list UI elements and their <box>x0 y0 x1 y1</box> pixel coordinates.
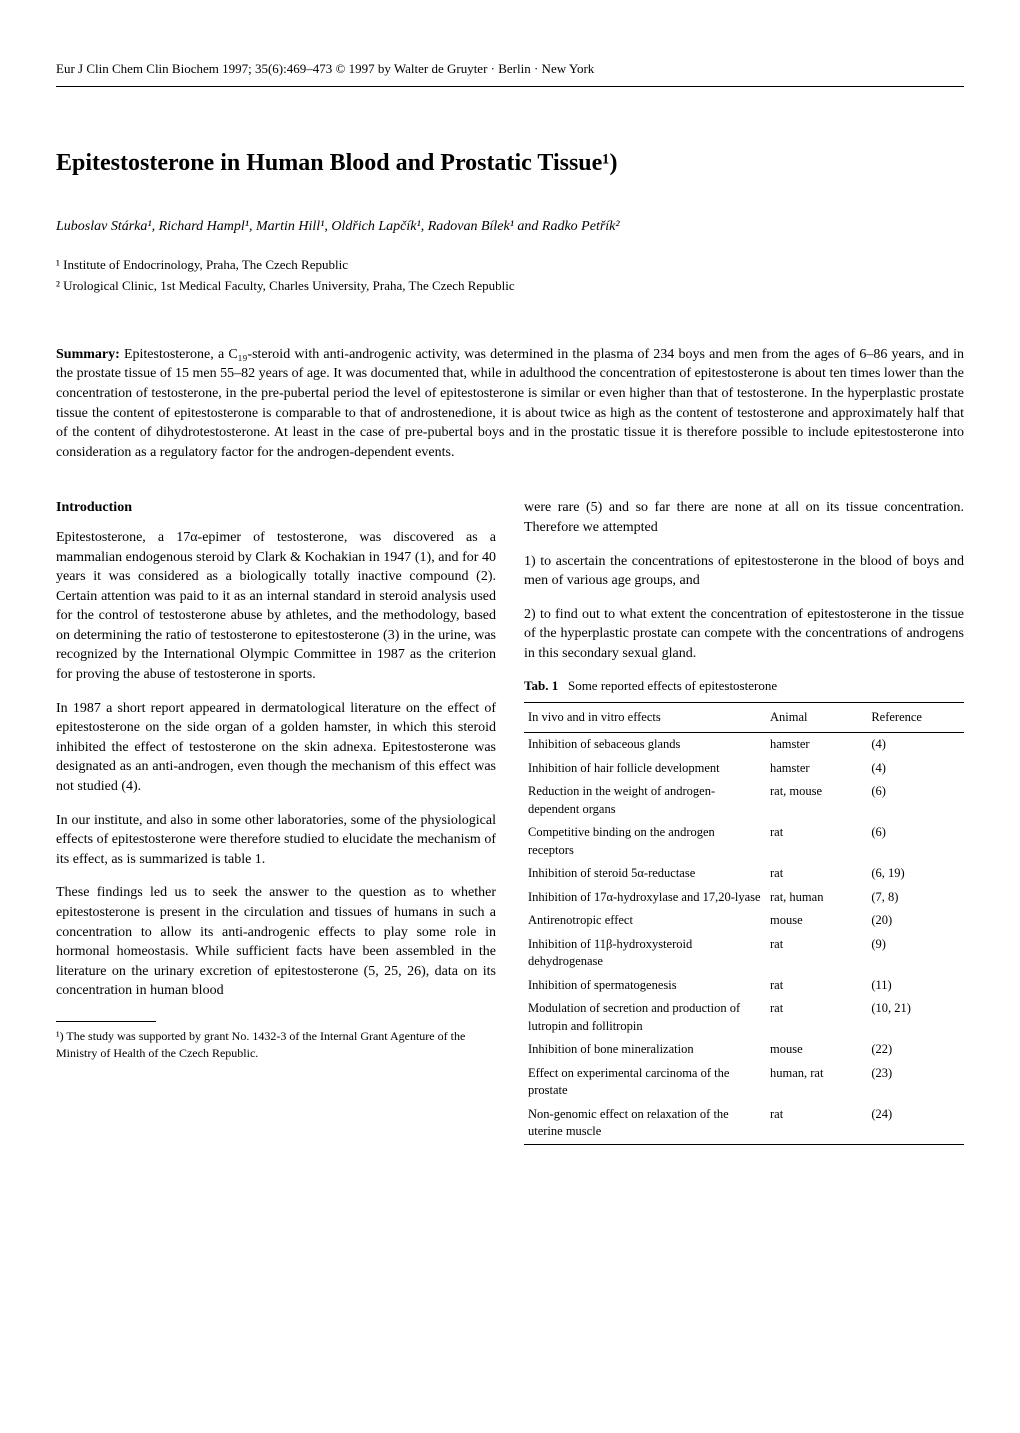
cell-reference: (6) <box>867 780 964 821</box>
cell-effect: Inhibition of 11β-hydroxysteroid dehydro… <box>524 933 766 974</box>
cell-animal: rat, mouse <box>766 780 867 821</box>
cell-reference: (22) <box>867 1038 964 1062</box>
cell-effect: Inhibition of steroid 5α-reductase <box>524 862 766 886</box>
cell-effect: Inhibition of hair follicle development <box>524 757 766 781</box>
cell-animal: rat <box>766 821 867 862</box>
effects-table: In vivo and in vitro effects Animal Refe… <box>524 702 964 1145</box>
intro-paragraph-3: In our institute, and also in some other… <box>56 811 496 870</box>
cell-effect: Inhibition of bone mineralization <box>524 1038 766 1062</box>
summary-text: Epitestosterone, a C₁₉-steroid with anti… <box>56 347 964 460</box>
cell-effect: Reduction in the weight of androgen-depe… <box>524 780 766 821</box>
cell-reference: (7, 8) <box>867 886 964 910</box>
table-row: Inhibition of spermatogenesisrat(11) <box>524 974 964 998</box>
cell-reference: (6, 19) <box>867 862 964 886</box>
cell-reference: (4) <box>867 733 964 757</box>
cell-effect: Inhibition of spermatogenesis <box>524 974 766 998</box>
cell-reference: (20) <box>867 909 964 933</box>
cell-reference: (9) <box>867 933 964 974</box>
table-col-animal: Animal <box>766 702 867 733</box>
table-row: Competitive binding on the androgen rece… <box>524 821 964 862</box>
intro-paragraph-1: Epitestosterone, a 17α-epimer of testost… <box>56 528 496 685</box>
summary-label: Summary: <box>56 347 120 362</box>
cell-effect: Modulation of secretion and production o… <box>524 997 766 1038</box>
cell-animal: rat <box>766 974 867 998</box>
cell-animal: mouse <box>766 1038 867 1062</box>
cell-animal: rat <box>766 1103 867 1145</box>
table-row: Inhibition of steroid 5α-reductaserat(6,… <box>524 862 964 886</box>
table-header-row: In vivo and in vitro effects Animal Refe… <box>524 702 964 733</box>
cell-effect: Antirenotropic effect <box>524 909 766 933</box>
cell-reference: (11) <box>867 974 964 998</box>
header-rule <box>56 86 964 87</box>
table-col-reference: Reference <box>867 702 964 733</box>
table-row: Non-genomic effect on relaxation of the … <box>524 1103 964 1145</box>
affiliations-block: ¹ Institute of Endocrinology, Praha, The… <box>56 256 964 294</box>
two-column-layout: Introduction Epitestosterone, a 17α-epim… <box>56 498 964 1144</box>
table-row: Modulation of secretion and production o… <box>524 997 964 1038</box>
table-row: Inhibition of 17α-hydroxylase and 17,20-… <box>524 886 964 910</box>
table-row: Inhibition of 11β-hydroxysteroid dehydro… <box>524 933 964 974</box>
table-caption-text: Some reported effects of epitestosterone <box>568 678 777 693</box>
table-caption-label: Tab. 1 <box>524 678 558 693</box>
cell-animal: hamster <box>766 733 867 757</box>
cell-reference: (24) <box>867 1103 964 1145</box>
summary-block: Summary: Epitestosterone, a C₁₉-steroid … <box>56 345 964 463</box>
cell-animal: human, rat <box>766 1062 867 1103</box>
footnote-text: ¹) The study was supported by grant No. … <box>56 1028 496 1062</box>
table-row: Inhibition of hair follicle developmenth… <box>524 757 964 781</box>
footnote-rule <box>56 1021 156 1022</box>
table-row: Inhibition of sebaceous glandshamster(4) <box>524 733 964 757</box>
table-row: Effect on experimental carcinoma of the … <box>524 1062 964 1103</box>
table-row: Inhibition of bone mineralizationmouse(2… <box>524 1038 964 1062</box>
table-row: Antirenotropic effectmouse(20) <box>524 909 964 933</box>
authors-line: Luboslav Stárka¹, Richard Hampl¹, Martin… <box>56 217 964 237</box>
right-paragraph-2: 1) to ascertain the concentrations of ep… <box>524 552 964 591</box>
table-row: Reduction in the weight of androgen-depe… <box>524 780 964 821</box>
right-paragraph-3: 2) to find out to what extent the concen… <box>524 605 964 664</box>
cell-effect: Effect on experimental carcinoma of the … <box>524 1062 766 1103</box>
cell-effect: Non-genomic effect on relaxation of the … <box>524 1103 766 1145</box>
cell-effect: Competitive binding on the androgen rece… <box>524 821 766 862</box>
cell-animal: hamster <box>766 757 867 781</box>
cell-reference: (10, 21) <box>867 997 964 1038</box>
cell-effect: Inhibition of sebaceous glands <box>524 733 766 757</box>
introduction-heading: Introduction <box>56 498 496 518</box>
cell-animal: mouse <box>766 909 867 933</box>
affiliation-1: ¹ Institute of Endocrinology, Praha, The… <box>56 256 964 274</box>
right-paragraph-1: were rare (5) and so far there are none … <box>524 498 964 537</box>
cell-reference: (6) <box>867 821 964 862</box>
cell-animal: rat <box>766 933 867 974</box>
cell-effect: Inhibition of 17α-hydroxylase and 17,20-… <box>524 886 766 910</box>
affiliation-2: ² Urological Clinic, 1st Medical Faculty… <box>56 277 964 295</box>
journal-citation: Eur J Clin Chem Clin Biochem 1997; 35(6)… <box>56 60 964 78</box>
cell-animal: rat, human <box>766 886 867 910</box>
table-col-effects: In vivo and in vitro effects <box>524 702 766 733</box>
cell-reference: (23) <box>867 1062 964 1103</box>
article-title: Epitestosterone in Human Blood and Prost… <box>56 147 964 181</box>
intro-paragraph-2: In 1987 a short report appeared in derma… <box>56 699 496 797</box>
table-caption: Tab. 1 Some reported effects of epitesto… <box>524 677 964 695</box>
left-column: Introduction Epitestosterone, a 17α-epim… <box>56 498 496 1144</box>
cell-animal: rat <box>766 997 867 1038</box>
right-column: were rare (5) and so far there are none … <box>524 498 964 1144</box>
cell-reference: (4) <box>867 757 964 781</box>
intro-paragraph-4: These findings led us to seek the answer… <box>56 883 496 1001</box>
cell-animal: rat <box>766 862 867 886</box>
